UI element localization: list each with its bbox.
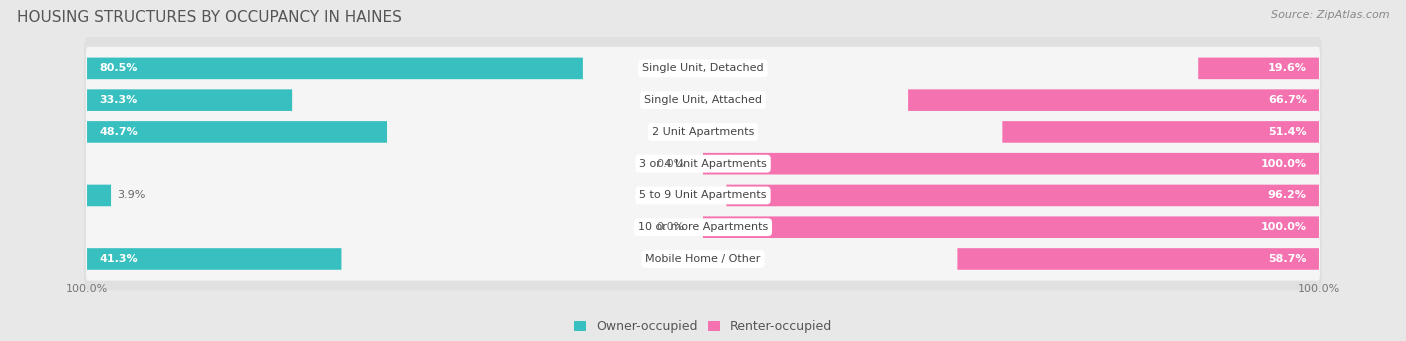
FancyBboxPatch shape xyxy=(87,184,111,206)
Text: 41.3%: 41.3% xyxy=(100,254,138,264)
Text: Mobile Home / Other: Mobile Home / Other xyxy=(645,254,761,264)
FancyBboxPatch shape xyxy=(703,153,1319,175)
FancyBboxPatch shape xyxy=(86,237,1320,281)
FancyBboxPatch shape xyxy=(87,89,292,111)
FancyBboxPatch shape xyxy=(84,37,1322,100)
Text: Single Unit, Attached: Single Unit, Attached xyxy=(644,95,762,105)
Text: 2 Unit Apartments: 2 Unit Apartments xyxy=(652,127,754,137)
Text: 0.0%: 0.0% xyxy=(657,159,685,169)
FancyBboxPatch shape xyxy=(703,217,1319,238)
Text: Source: ZipAtlas.com: Source: ZipAtlas.com xyxy=(1271,10,1389,20)
FancyBboxPatch shape xyxy=(86,78,1320,122)
Text: 80.5%: 80.5% xyxy=(100,63,138,73)
Text: 10 or more Apartments: 10 or more Apartments xyxy=(638,222,768,232)
Text: 0.0%: 0.0% xyxy=(657,222,685,232)
FancyBboxPatch shape xyxy=(84,101,1322,163)
FancyBboxPatch shape xyxy=(87,121,387,143)
FancyBboxPatch shape xyxy=(86,206,1320,249)
FancyBboxPatch shape xyxy=(908,89,1319,111)
Text: Single Unit, Detached: Single Unit, Detached xyxy=(643,63,763,73)
FancyBboxPatch shape xyxy=(84,164,1322,227)
Text: 100.0%: 100.0% xyxy=(1261,159,1306,169)
FancyBboxPatch shape xyxy=(1198,58,1319,79)
Text: HOUSING STRUCTURES BY OCCUPANCY IN HAINES: HOUSING STRUCTURES BY OCCUPANCY IN HAINE… xyxy=(17,10,402,25)
FancyBboxPatch shape xyxy=(86,142,1320,185)
FancyBboxPatch shape xyxy=(86,174,1320,217)
FancyBboxPatch shape xyxy=(84,228,1322,290)
Text: 48.7%: 48.7% xyxy=(100,127,138,137)
FancyBboxPatch shape xyxy=(86,110,1320,153)
Text: 5 to 9 Unit Apartments: 5 to 9 Unit Apartments xyxy=(640,190,766,201)
Text: 51.4%: 51.4% xyxy=(1268,127,1306,137)
Text: 58.7%: 58.7% xyxy=(1268,254,1306,264)
FancyBboxPatch shape xyxy=(957,248,1319,270)
Text: 96.2%: 96.2% xyxy=(1268,190,1306,201)
FancyBboxPatch shape xyxy=(84,69,1322,131)
Text: 3.9%: 3.9% xyxy=(117,190,146,201)
FancyBboxPatch shape xyxy=(727,184,1319,206)
FancyBboxPatch shape xyxy=(84,196,1322,258)
Text: 66.7%: 66.7% xyxy=(1268,95,1306,105)
FancyBboxPatch shape xyxy=(87,248,342,270)
FancyBboxPatch shape xyxy=(87,58,583,79)
Text: 33.3%: 33.3% xyxy=(100,95,138,105)
FancyBboxPatch shape xyxy=(86,47,1320,90)
FancyBboxPatch shape xyxy=(84,132,1322,195)
FancyBboxPatch shape xyxy=(1002,121,1319,143)
Text: 100.0%: 100.0% xyxy=(1261,222,1306,232)
Text: 3 or 4 Unit Apartments: 3 or 4 Unit Apartments xyxy=(640,159,766,169)
Legend: Owner-occupied, Renter-occupied: Owner-occupied, Renter-occupied xyxy=(568,315,838,338)
Text: 19.6%: 19.6% xyxy=(1268,63,1306,73)
